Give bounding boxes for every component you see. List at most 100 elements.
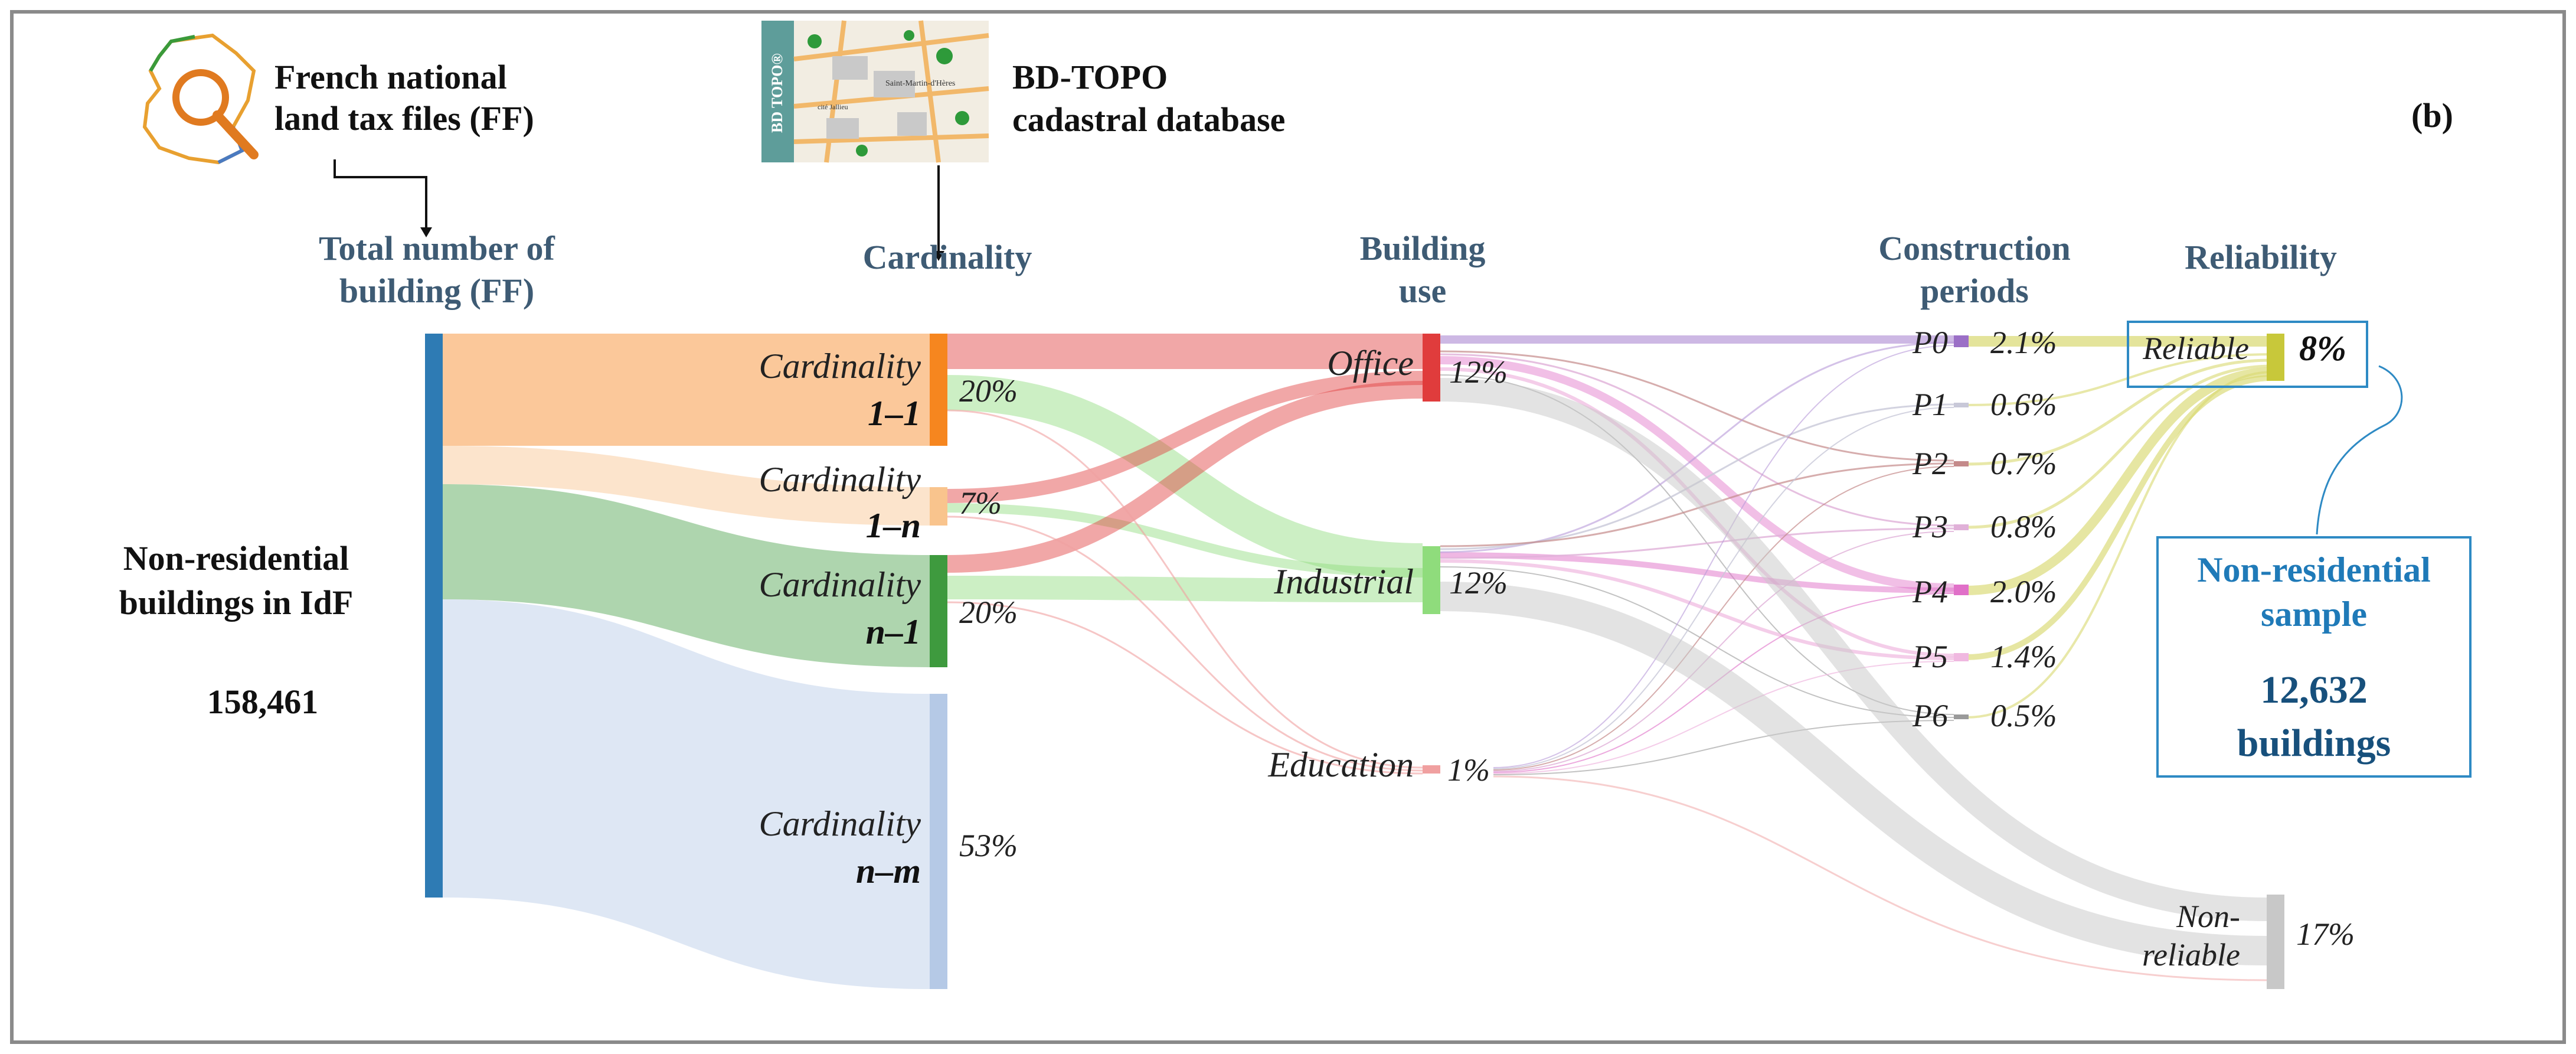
flow-industrial-nonreliable: [1440, 582, 2267, 965]
header-reliability: Reliability: [2185, 238, 2337, 276]
node-bar-card11: [930, 334, 947, 446]
period-p0-pct: 2.1%: [1990, 325, 2057, 360]
period-p6-label: P6: [1912, 698, 1948, 733]
use-education-pct: 1%: [1447, 752, 1490, 788]
card1n-pct: 7%: [959, 485, 1002, 521]
flow-p3-reliable: [1965, 364, 2273, 529]
header-total-line1: Total number of: [319, 229, 555, 267]
cardn1-pct: 20%: [959, 595, 1018, 630]
bdtopo-label-line1: BD-TOPO: [1012, 58, 1168, 96]
flow-education-p3: [1493, 531, 1954, 772]
node-bar-p4: [1954, 585, 1969, 595]
flow-p6-reliable: [1965, 371, 2273, 719]
ff-arrow: [334, 159, 427, 227]
flows-cardinality-to-use: [947, 334, 1423, 775]
flow-cardn1-office: [947, 381, 1423, 573]
period-p3-label: P3: [1912, 509, 1948, 544]
card11-line1: Cardinality: [759, 347, 921, 386]
card11-pct: 20%: [959, 373, 1018, 409]
node-bar-office: [1423, 334, 1440, 402]
flow-office-p2: [1440, 350, 1954, 462]
source-line2: buildings in IdF: [119, 583, 354, 622]
france-magnifier-icon: [142, 33, 259, 165]
header-periods-line1: Construction: [1878, 229, 2070, 267]
flow-p1-reliable: [1965, 353, 2273, 406]
period-p2-pct: 0.7%: [1990, 446, 2057, 481]
sample-box: [2156, 536, 2472, 778]
period-p0-label: P0: [1912, 325, 1948, 360]
flow-card11-industrial: [947, 375, 1423, 579]
flow-industrial-p5: [1440, 559, 1954, 660]
flow-office-p4: [1440, 356, 1954, 592]
nonreliable-pct: 17%: [2296, 916, 2355, 952]
header-total-line2: building (FF): [339, 272, 534, 310]
use-industrial-pct: 12%: [1449, 565, 1508, 601]
flow-industrial-p3: [1440, 527, 1954, 559]
node-bar-p5: [1954, 653, 1969, 661]
nonreliable-line2: reliable: [2142, 937, 2240, 973]
source-line1: Non-residential: [123, 539, 349, 577]
cardn1-line1: Cardinality: [759, 565, 921, 604]
reliable-label: Reliable: [2142, 331, 2249, 366]
flow-cardn1-education: [947, 601, 1423, 775]
header-cardinality: Cardinality: [863, 238, 1032, 276]
use-office-label: Office: [1327, 344, 1414, 383]
card1n-line1: Cardinality: [759, 460, 921, 499]
header-use-line2: use: [1399, 272, 1447, 310]
node-bar-p3: [1954, 524, 1969, 530]
node-bar-p6: [1954, 714, 1969, 719]
card1n-line2: 1–n: [866, 506, 921, 545]
ff-arrowhead: [420, 227, 432, 237]
ff-label-line2: land tax files (FF): [274, 99, 534, 138]
period-p4-label: P4: [1912, 574, 1948, 609]
nonreliable-line1: Non-: [2176, 899, 2240, 934]
reliable-box: [2127, 321, 2368, 388]
flow-source-card1n: [443, 446, 930, 526]
cardnm-line1: Cardinality: [759, 804, 921, 843]
flows-use-to-periods: [1440, 335, 2267, 981]
flow-education-p1: [1493, 407, 1954, 769]
period-p2-label: P2: [1912, 446, 1948, 481]
flow-card11-office: [947, 334, 1423, 369]
flow-education-p6: [1493, 720, 1954, 775]
use-industrial-label: Industrial: [1273, 562, 1414, 601]
bdtopo-label-line2: cadastral database: [1012, 100, 1285, 139]
node-bar-source: [425, 334, 443, 898]
cardnm-line2: n–m: [856, 851, 921, 890]
flow-source-cardnm: [443, 599, 930, 989]
flow-card11-education: [947, 409, 1423, 769]
node-bar-nonreliable: [2267, 895, 2284, 989]
cardnm-pct: 53%: [959, 828, 1018, 863]
flow-source-card11: [443, 334, 930, 446]
period-p4-pct: 2.0%: [1990, 574, 2057, 609]
node-bar-p1: [1954, 403, 1969, 407]
card11-line2: 1–1: [868, 394, 921, 433]
flow-education-p2: [1493, 466, 1954, 771]
node-bar-education: [1423, 765, 1440, 774]
panel-label: (b): [2411, 96, 2453, 135]
flow-p5-reliable: [1965, 375, 2273, 660]
flows-source-to-cardinality: [443, 334, 930, 989]
node-bar-card1n: [930, 487, 947, 526]
sample-unit: buildings: [2237, 722, 2391, 765]
node-bar-cardn1: [930, 555, 947, 667]
flows-periods-to-reliable: [1965, 336, 2273, 719]
flow-office-p3: [1440, 353, 1954, 527]
flow-p2-reliable: [1965, 358, 2273, 466]
period-p3-pct: 0.8%: [1990, 509, 2057, 544]
bdtopo-arrowhead: [933, 251, 944, 261]
flow-p4-reliable: [1965, 367, 2273, 595]
flow-office-nonreliable: [1440, 378, 2267, 921]
sample-line1: Non-residential: [2197, 550, 2431, 589]
flow-card1n-office: [947, 371, 1423, 503]
node-bar-cardnm: [930, 694, 947, 989]
sample-value: 12,632: [2260, 668, 2368, 712]
use-office-pct: 12%: [1449, 354, 1508, 390]
header-use-line1: Building: [1360, 229, 1486, 267]
node-bar-p2: [1954, 461, 1969, 466]
flow-education-p0: [1493, 345, 1954, 768]
bdtopo-map-label2: cité Jallieu: [818, 103, 848, 111]
cardn1-line2: n–1: [866, 612, 921, 651]
sample-line2: sample: [2261, 595, 2367, 634]
